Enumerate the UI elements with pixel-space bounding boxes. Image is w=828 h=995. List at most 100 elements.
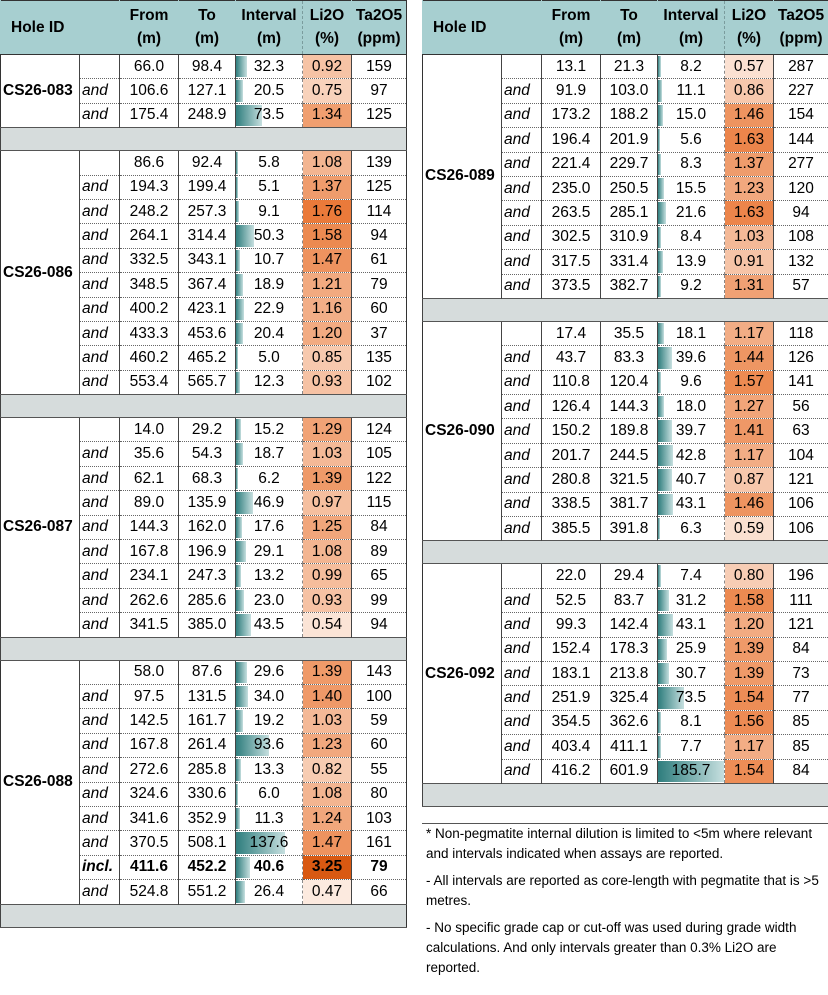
qualifier: and [501,734,542,760]
ta2o5-value: 105 [351,441,407,467]
from-value: 263.5 [541,200,601,226]
from-value: 433.3 [119,321,179,347]
to-value: 92.4 [178,150,236,176]
interval-bar [236,347,238,369]
interval-text: 43.1 [675,615,707,633]
li2o-value: 0.92 [302,54,352,80]
interval-value: 19.2 [235,708,303,734]
interval-text: 19.2 [253,712,285,730]
ta2o5-value: 114 [351,199,407,225]
qualifier: and [79,708,120,734]
interval-bar [236,565,241,587]
hole-id: CS26-087 [0,417,80,638]
to-value: 83.7 [600,588,658,614]
qualifier: and [79,321,120,347]
table-row: and 35.6 54.3 18.7 1.03 105 [1,441,407,467]
qualifier: and [79,223,120,249]
interval-value: 8.3 [657,152,725,177]
ta2o5-value: 85 [773,710,828,736]
header-interval: Interval (m) [657,0,725,55]
separator-row [0,127,407,152]
li2o-value: 0.59 [724,516,774,542]
interval-text: 20.4 [253,324,285,342]
table-row: and 175.4 248.9 73.5 1.34 125 [1,103,407,129]
table-row: and 272.6 285.8 13.3 0.82 55 [1,757,407,783]
qualifier [79,54,120,80]
interval-text: 39.6 [675,348,707,366]
from-value: 150.2 [541,418,601,444]
ta2o5-value: 94 [351,612,407,638]
li2o-value: 0.85 [302,345,352,371]
interval-text: 18.9 [253,275,285,293]
ta2o5-value: 77 [773,685,828,711]
interval-bar [658,56,661,78]
interval-value: 10.7 [235,248,303,274]
from-value: 86.6 [119,150,179,176]
ta2o5-value: 159 [351,54,407,80]
to-value: 35.5 [600,321,658,347]
li2o-value: 0.82 [302,757,352,783]
interval-value: 29.6 [235,660,303,685]
li2o-value: 1.27 [724,394,774,420]
interval-value: 32.3 [235,54,303,80]
interval-text: 18.0 [675,397,707,415]
from-value: 416.2 [541,759,601,784]
footnote-dilution: * Non-pegmatite internal dilution is lim… [426,826,813,861]
interval-bar [236,152,239,174]
table-row: and 62.1 68.3 6.2 1.39 122 [1,466,407,492]
qualifier: and [501,394,542,420]
table-row: and 280.8 321.5 40.7 0.87 121 [423,467,828,493]
li2o-value: 0.47 [302,879,352,905]
to-value: 178.3 [600,637,658,662]
from-value: 385.5 [541,516,601,542]
interval-bar [236,419,242,441]
table-row: and 433.3 453.6 20.4 1.20 37 [1,321,407,347]
to-value: 330.6 [178,782,236,807]
from-value: 460.2 [119,345,179,371]
interval-bar [658,736,661,758]
interval-value: 6.0 [235,782,303,807]
li2o-value: 1.03 [724,225,774,251]
header-li2o: Li2O (%) [302,0,352,55]
to-value: 244.5 [600,443,658,469]
to-value: 453.6 [178,321,236,347]
ta2o5-value: 124 [351,417,407,443]
table-header-row: Hole ID From (m) To (m) Interval (m) Li2O (%… [0,0,407,55]
to-value: 508.1 [178,830,236,856]
ta2o5-value: 100 [351,684,407,710]
li2o-value: 1.41 [724,418,774,444]
interval-value: 13.9 [657,249,725,275]
table-row: and 201.7 244.5 42.8 1.17 104 [423,443,828,469]
interval-value: 8.4 [657,225,725,251]
li2o-value: 0.91 [724,249,774,275]
to-value: 54.3 [178,441,236,467]
qualifier: and [79,782,120,807]
ta2o5-value: 60 [351,733,407,759]
to-value: 247.3 [178,563,236,589]
qualifier: and [79,248,120,274]
interval-bar [236,881,246,903]
to-value: 314.4 [178,223,236,249]
li2o-value: 1.58 [724,588,774,614]
from-value: 167.8 [119,539,179,565]
qualifier: and [501,685,542,711]
from-value: 221.4 [541,152,601,177]
table-row: and 126.4 144.3 18.0 1.27 56 [423,394,828,420]
interval-text: 43.1 [675,495,707,513]
li2o-value: 1.46 [724,492,774,518]
table-row: and 167.8 261.4 93.6 1.23 60 [1,733,407,759]
li2o-value: 1.31 [724,274,774,299]
interval-value: 5.0 [235,345,303,371]
qualifier: and [501,274,542,299]
table-row: CS26-092 22.0 29.4 7.4 0.80 196 [422,563,828,784]
ta2o5-value: 59 [351,708,407,734]
interval-value: 5.6 [657,127,725,153]
interval-text: 5.1 [258,178,280,196]
to-value: 120.4 [600,370,658,396]
interval-bar [236,322,244,345]
qualifier [501,54,542,80]
from-value: 373.5 [541,274,601,299]
qualifier: and [501,661,542,687]
separator-cell [0,636,407,661]
interval-bar [236,443,243,465]
